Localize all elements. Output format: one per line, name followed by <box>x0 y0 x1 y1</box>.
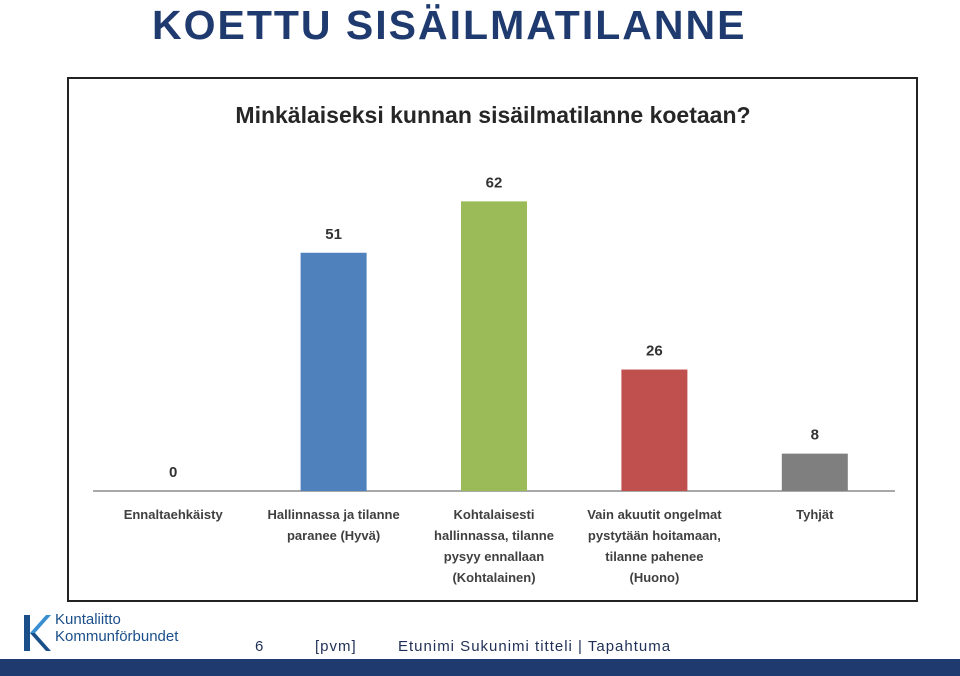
footer-date: [pvm] <box>315 638 357 655</box>
value-label-4: 8 <box>811 427 819 444</box>
bar-chart: Minkälaiseksi kunnan sisäilmatilanne koe… <box>93 102 895 585</box>
logo-line2: Kommunförbundet <box>55 628 179 645</box>
footer-author-event: Etunimi Sukunimi titteli | Tapahtuma <box>398 638 672 655</box>
bar-1 <box>300 252 367 491</box>
value-label-2: 62 <box>486 174 503 191</box>
category-labels-layer: Ennaltaehkäisty Hallinnassa ja tilanne par… <box>124 507 834 585</box>
slide-title: KOETTU SISÄILMATILANNE <box>152 2 747 48</box>
footer-bar <box>0 659 960 676</box>
logo-k-icon <box>24 615 51 651</box>
category-label-1: Hallinnassa ja tilanne paranee (Hyvä) <box>267 507 399 543</box>
chart-frame: Minkälaiseksi kunnan sisäilmatilanne koe… <box>67 77 918 602</box>
bar-3 <box>621 369 688 491</box>
value-label-1: 51 <box>325 226 342 243</box>
logo-line1: Kuntaliitto <box>55 611 121 628</box>
kuntaliitto-logo: Kuntaliitto Kommunförbundet <box>22 611 192 657</box>
chart-title: Minkälaiseksi kunnan sisäilmatilanne koe… <box>235 102 750 128</box>
bar-2 <box>461 201 527 491</box>
category-label-4: Tyhjät <box>796 507 834 522</box>
category-label-0: Ennaltaehkäisty <box>124 507 224 522</box>
page-number: 6 <box>255 638 265 655</box>
bar-4 <box>781 453 848 491</box>
value-labels-layer: 0 51 62 26 8 <box>169 174 819 481</box>
value-label-0: 0 <box>169 464 177 481</box>
value-label-3: 26 <box>646 343 663 360</box>
bars-layer <box>300 201 848 491</box>
category-label-3: Vain akuutit ongelmat pystytään hoitamaan… <box>587 507 722 585</box>
category-label-2: Kohtalaisesti hallinnassa, tilanne pysyy e… <box>434 507 554 585</box>
